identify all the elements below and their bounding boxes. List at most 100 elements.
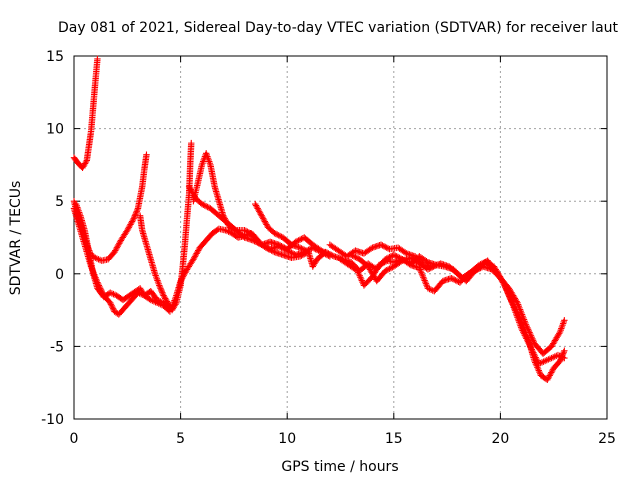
data-point (133, 208, 140, 215)
data-point (384, 266, 392, 273)
data-point (422, 280, 430, 287)
data-point (383, 266, 390, 274)
data-point (508, 297, 515, 305)
data-point (276, 242, 284, 249)
data-point (295, 237, 302, 244)
data-point (347, 251, 355, 259)
data-point (301, 246, 308, 254)
data-point (279, 243, 287, 251)
y-axis-title: SDTVAR / TECUs (8, 181, 24, 296)
data-point (430, 263, 437, 270)
data-point (420, 275, 428, 283)
data-point (428, 264, 436, 271)
data-point (452, 277, 459, 284)
x-tick-label: 0 (70, 431, 79, 447)
data-point (386, 265, 393, 272)
data-point (249, 237, 257, 244)
data-point (379, 242, 386, 249)
data-point (509, 300, 516, 308)
data-point (159, 290, 167, 298)
data-point (157, 286, 165, 293)
data-point (242, 227, 250, 235)
data-point (378, 260, 385, 267)
data-point (134, 206, 141, 214)
axis-ticks (73, 55, 608, 420)
data-point (352, 253, 359, 261)
data-point (390, 251, 397, 259)
data-point (129, 216, 137, 224)
data-point (198, 200, 206, 208)
x-tick-label: 25 (598, 431, 616, 447)
data-point (109, 303, 116, 311)
data-point (254, 239, 261, 246)
data-point (278, 243, 285, 250)
data-point (322, 248, 329, 256)
y-tick-label: -5 (50, 339, 64, 355)
data-point (561, 317, 568, 324)
data-point (475, 261, 483, 269)
data-point (328, 251, 335, 259)
data-point (478, 260, 486, 267)
data-point (397, 258, 405, 265)
data-point (383, 244, 390, 251)
data-point (329, 252, 336, 259)
x-tick-label: 5 (176, 431, 185, 447)
y-tick-label: 15 (46, 49, 64, 65)
data-point (377, 241, 385, 248)
data-point (272, 230, 280, 238)
grid (74, 56, 607, 419)
data-point (188, 139, 195, 147)
data-point (252, 238, 260, 246)
data-point (302, 247, 309, 254)
data-point (156, 283, 164, 291)
data-point (426, 265, 433, 272)
data-point (377, 261, 384, 268)
data-point (379, 259, 387, 267)
data-point (293, 237, 301, 245)
data-point (245, 229, 253, 236)
data-point (107, 299, 114, 307)
data-point (561, 347, 568, 354)
data-point (506, 294, 514, 302)
data-point (417, 267, 424, 275)
data-point (504, 290, 512, 297)
data-point (299, 245, 307, 253)
x-axis-title: GPS time / hours (281, 459, 398, 475)
data-point (271, 229, 278, 237)
data-point (107, 301, 115, 308)
data-point (416, 266, 424, 273)
data-point (244, 228, 251, 235)
data-point (420, 274, 427, 281)
x-tick-label: 15 (385, 431, 403, 447)
y-tick-label: 10 (46, 122, 64, 138)
data-point (382, 267, 389, 275)
data-point (241, 227, 248, 234)
data-point (561, 354, 568, 362)
data-point (82, 158, 90, 166)
data-point (353, 254, 361, 262)
data-point (132, 211, 139, 218)
data-point (507, 296, 514, 303)
y-tick-label: 5 (55, 194, 64, 210)
data-point (131, 213, 138, 221)
data-point (387, 264, 395, 272)
data-point (427, 264, 434, 272)
data-point (143, 151, 150, 158)
data-point (506, 293, 513, 300)
data-point (500, 280, 508, 288)
data-point (384, 254, 392, 262)
data-point (325, 250, 332, 257)
data-point (202, 203, 210, 210)
data-point (288, 249, 295, 256)
data-points (70, 55, 568, 383)
data-point (201, 202, 208, 209)
data-point (406, 260, 413, 268)
data-point (451, 276, 458, 283)
data-point (477, 261, 484, 268)
data-point (418, 269, 425, 276)
data-point (251, 237, 258, 245)
data-point (502, 283, 509, 291)
data-point (382, 243, 389, 251)
data-point (501, 282, 508, 289)
data-point (422, 278, 429, 286)
